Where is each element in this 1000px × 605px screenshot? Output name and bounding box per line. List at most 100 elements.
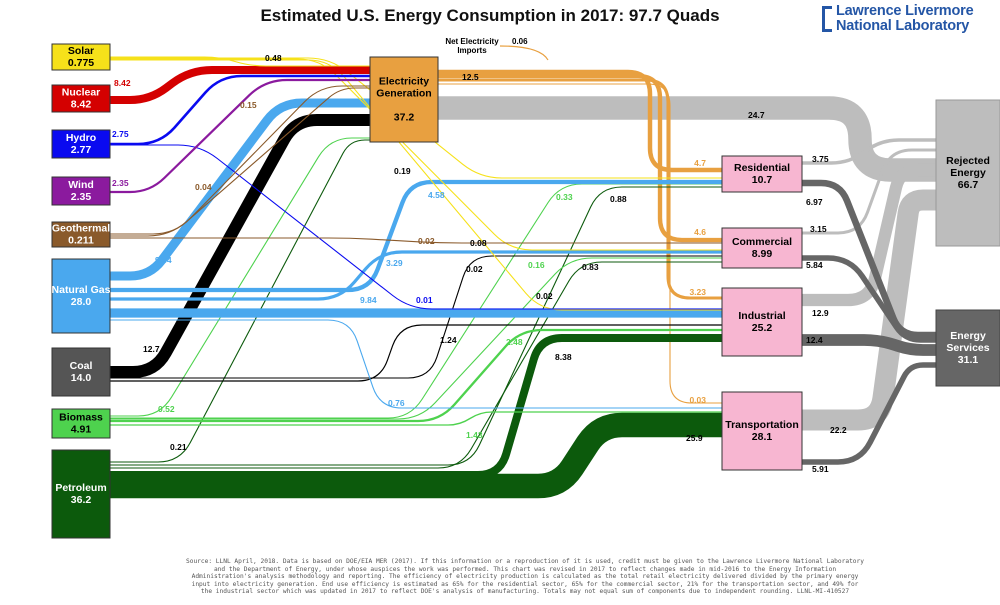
flow-label-biomass-to-commercial: 0.16 [528,260,545,270]
footnote-line: the industrial sector which was updated … [200,588,850,596]
flow-label-gas-to-electricity: 9.54 [155,255,172,265]
footnote-line: Administration's analysis methodology an… [191,573,859,581]
sector-node-transportation-text: Transportation [725,419,799,431]
flow-biomass-to-industrial [110,328,722,423]
sector-node-industrial-text: Industrial [738,310,785,322]
source-footnote: Source: LLNL April, 2018. Data is based … [130,558,920,596]
flow-label-solar-to-industrial: 0.02 [536,291,553,301]
flow-label-geothermal-to-electricity: 0.15 [240,100,257,110]
flow-label-petroleum-to-commercial: 0.83 [582,262,599,272]
flow-solar-to-electricity [110,56,370,67]
flow-label-transportation-to-services: 5.91 [812,464,829,474]
flow-transportation-to-rejected [802,189,936,431]
source-node-coal-text: 14.0 [71,372,92,384]
flow-commercial-to-rejected [802,148,936,235]
page-title: Estimated U.S. Energy Consumption in 201… [260,6,720,25]
flow-label-electricity-to-rejected: 24.7 [748,110,765,120]
flow-label-biomass-to-residential: 0.33 [556,192,573,202]
sector-node-commercial-text: Commercial [732,236,792,248]
flow-label-industrial-to-rejected: 12.9 [812,308,829,318]
flow-label-residential-to-rejected: 3.75 [812,154,829,164]
source-node-solar-text: Solar [68,45,94,57]
label-layer: 24.7 4.7 4.6 3.23 0.03 12.5 3.75 3.15 12.9 22.2 6.… [112,37,847,474]
sector-node-residential-text: 10.7 [752,174,773,186]
electricity-generation-node-text: 37.2 [394,112,415,124]
flow-industrial-to-services [802,334,936,356]
source-node-biomass-text: 4.91 [71,424,92,436]
logo-line-2: National Laboratory [836,18,970,34]
flow-gas-to-commercial [110,250,722,301]
flow-label-electricity-to-transportation: 0.03 [689,395,706,405]
flow-industrial-to-rejected [802,163,936,307]
flow-label-wind-to-electricity: 2.35 [112,178,129,188]
sector-node-transportation-text: 28.1 [752,431,773,443]
source-node-nuclear-text: 8.42 [71,99,92,111]
logo-line-1: Lawrence Livermore [836,3,974,19]
flow-petroleum-to-transportation [110,412,722,499]
flow-label-petroleum-to-residential: 0.88 [610,194,627,204]
flow-biomass-to-transportation [110,411,722,426]
flow-petroleum-to-commercial [110,261,722,469]
flow-label-petroleum-to-electricity: 0.21 [170,442,187,452]
flow-geothermal-to-electricity [110,85,370,235]
source-node-geothermal-text: 0.211 [68,235,94,247]
flow-label-petroleum-to-industrial: 8.38 [555,352,572,362]
footnote-line: Source: LLNL April, 2018. Data is based … [186,558,864,565]
flow-layer [110,45,936,499]
energy-services-node-text: Services [946,342,989,354]
flow-label-gas-to-industrial: 9.84 [360,295,377,305]
flow-label-hydro-to-industrial: 0.01 [416,295,433,305]
source-node-hydro-text: 2.77 [71,144,92,156]
flow-label-coal-to-electricity: 12.7 [143,344,160,354]
source-node-geothermal-text: Geothermal [52,223,110,235]
energy-services-node-text: 31.1 [958,354,979,366]
flow-net-imports-to-electricity [499,45,549,61]
flow-transportation-to-services [802,362,936,465]
flow-wind-to-electricity [110,78,370,194]
flow-electricity-to-commercial [438,73,722,243]
source-node-hydro-text: Hydro [66,132,96,144]
flow-label-biomass-to-industrial: 2.48 [506,337,523,347]
flow-label-industrial-to-services: 12.4 [806,335,823,345]
flow-label-geothermal-to-commercial: 0.02 [418,236,435,246]
net-imports-label-line1: Net Electricity [445,37,499,46]
flow-label-solar-to-commercial: 0.08 [470,238,487,248]
source-node-gas-text: 28.0 [71,296,92,308]
source-node-wind-text: 2.35 [71,191,92,203]
flow-gas-to-electricity [110,98,370,281]
flow-label-biomass-to-transportation: 1.43 [466,430,483,440]
flow-label-gas-to-commercial: 3.29 [386,258,403,268]
source-node-coal-text: Coal [70,360,93,372]
flow-residential-to-services [802,179,936,339]
flow-gas-to-transportation [110,319,722,409]
source-node-petroleum-text: Petroleum [55,482,106,494]
source-node-solar-text: 0.775 [68,57,94,69]
flow-hydro-to-electricity [110,74,370,146]
sector-node-residential-text: Residential [734,162,790,174]
flow-label-solar-to-residential: 0.19 [394,166,411,176]
flow-petroleum-to-industrial [110,334,722,479]
flow-label-residential-to-services: 6.97 [806,197,823,207]
flow-label-geothermal-to-residential: 0.04 [195,182,212,192]
flow-label-petroleum-to-transportation: 25.9 [686,433,703,443]
flow-label-solar-to-electricity: 0.48 [265,53,282,63]
flow-geothermal-to-commercial [110,237,722,244]
flow-label-commercial-to-services: 5.84 [806,260,823,270]
flow-biomass-to-commercial [110,257,722,420]
flow-label-nuclear-to-electricity: 8.42 [114,78,131,88]
flow-label-electricity-delivered: 12.5 [462,72,479,82]
flow-petroleum-to-residential [110,186,722,466]
flow-commercial-to-services [802,255,936,343]
